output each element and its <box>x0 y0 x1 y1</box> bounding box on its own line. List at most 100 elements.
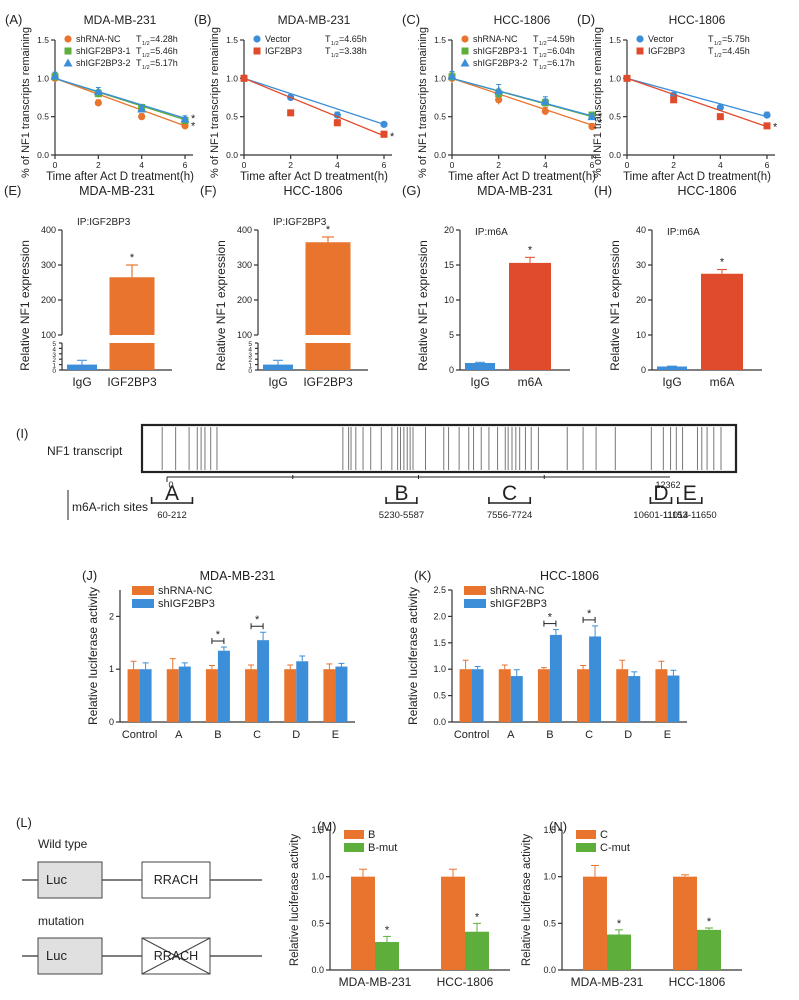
y-tick-label: 1.0 <box>543 872 556 882</box>
x-tick-label: D <box>624 729 632 741</box>
y-tick-label: 200 <box>237 295 252 305</box>
data-point <box>380 130 388 138</box>
data-point <box>287 109 295 117</box>
site-letter: E <box>683 482 697 505</box>
bar <box>577 669 590 722</box>
wild-type-label: Wild type <box>38 837 88 851</box>
legend-swatch <box>576 830 596 839</box>
panel-letter: (J) <box>82 568 97 583</box>
y-tick-label: 0.5 <box>37 112 49 122</box>
legend-marker <box>461 35 469 43</box>
y-tick-label: 4 <box>52 346 56 353</box>
x-tick-label: 6 <box>382 160 387 170</box>
bar <box>667 675 680 722</box>
y-tick-label: 300 <box>41 260 56 270</box>
bar <box>465 931 489 970</box>
data-point <box>670 96 678 104</box>
legend-label: shIGF2BP3-1 <box>473 46 528 56</box>
legend-marker <box>64 47 72 55</box>
x-tick-label: E <box>332 729 339 741</box>
y-tick-label: 1.0 <box>433 664 446 674</box>
x-tick-label: 0 <box>450 160 455 170</box>
bar <box>109 343 155 370</box>
y-axis-label: % of NF1 transcripts remaining <box>592 27 604 178</box>
legend-halflife-subscript: 1/2 <box>142 65 150 71</box>
y-tick-label: 15 <box>444 260 454 270</box>
bar <box>465 363 495 370</box>
motif-box <box>141 861 211 899</box>
bar <box>441 876 465 970</box>
legend-halflife-symbol: T <box>325 34 331 44</box>
fit-line <box>54 77 186 119</box>
x-tick-label: 4 <box>335 160 340 170</box>
luc-box <box>37 937 103 975</box>
legend-halflife: =4.59h <box>547 34 575 44</box>
x-tick-label: 2 <box>96 160 101 170</box>
data-point <box>494 86 504 95</box>
ip-note: IP:IGF2BP3 <box>273 217 327 228</box>
y-tick-label: 0.0 <box>37 150 49 160</box>
y-axis-label: Relative NF1 expression <box>608 240 622 371</box>
legend-label: IGF2BP3 <box>648 46 685 56</box>
significance-star: * <box>390 131 395 143</box>
legend-label: Vector <box>648 34 674 44</box>
bar <box>607 934 631 970</box>
x-tick-label: 4 <box>718 160 723 170</box>
legend-halflife: =5.75h <box>722 34 750 44</box>
legend-marker <box>461 47 469 55</box>
bar <box>537 669 550 722</box>
bar <box>351 876 375 970</box>
significance-star: * <box>255 614 260 626</box>
y-tick-label: 0.5 <box>609 112 621 122</box>
legend-swatch <box>132 586 154 595</box>
data-point <box>588 123 596 131</box>
panel-title: MDA-MB-231 <box>278 13 351 27</box>
significance-star: * <box>130 252 135 264</box>
bar <box>335 666 348 722</box>
y-tick-label: 0.5 <box>226 112 238 122</box>
data-point <box>181 122 189 130</box>
legend-halflife-subscript: 1/2 <box>714 41 722 47</box>
bar <box>257 640 270 722</box>
bar <box>510 676 523 722</box>
bar <box>375 942 399 970</box>
legend-halflife-symbol: T <box>136 34 142 44</box>
y-tick-label: 1 <box>52 363 56 370</box>
panel-letter: (I) <box>16 426 28 441</box>
significance-star: * <box>617 918 622 930</box>
y-tick-label: 20 <box>444 225 454 235</box>
y-axis-label: Relative luciferase activity <box>289 834 301 967</box>
bar <box>67 364 97 370</box>
y-tick-label: 5 <box>52 341 56 348</box>
y-tick-label: 1.5 <box>609 35 621 45</box>
transcript-end: 12362 <box>655 480 680 490</box>
y-tick-label: 0 <box>248 368 252 375</box>
bar <box>697 929 721 970</box>
significance-star: * <box>326 224 331 236</box>
data-point <box>137 104 147 113</box>
legend-marker <box>253 35 261 43</box>
motif-label: RRACH <box>154 949 198 963</box>
x-tick-label: 2 <box>496 160 501 170</box>
legend-label: Vector <box>265 34 291 44</box>
panel-letter: (C) <box>402 12 420 27</box>
x-tick-label: C <box>253 729 261 741</box>
legend-marker <box>636 47 644 55</box>
x-tick-label: E <box>664 729 671 741</box>
motif-label: RRACH <box>154 873 198 887</box>
y-axis-label: Relative luciferase activity <box>521 834 533 967</box>
legend-label: B <box>368 829 375 841</box>
y-tick-label: 1.5 <box>226 35 238 45</box>
y-tick-label: 1.5 <box>37 35 49 45</box>
bar <box>655 669 668 722</box>
fit-line <box>626 77 768 118</box>
x-tick-label: m6A <box>518 375 543 389</box>
bar <box>549 634 562 722</box>
ip-note: IP:m6A <box>667 227 700 238</box>
legend-halflife: =4.65h <box>339 34 367 44</box>
legend-label: shIGF2BP3-1 <box>76 46 131 56</box>
x-tick-label: MDA-MB-231 <box>571 975 644 989</box>
legend-halflife: =5.17h <box>150 58 178 68</box>
legend-label: shIGF2BP3 <box>490 598 547 610</box>
x-tick-label: D <box>292 729 300 741</box>
